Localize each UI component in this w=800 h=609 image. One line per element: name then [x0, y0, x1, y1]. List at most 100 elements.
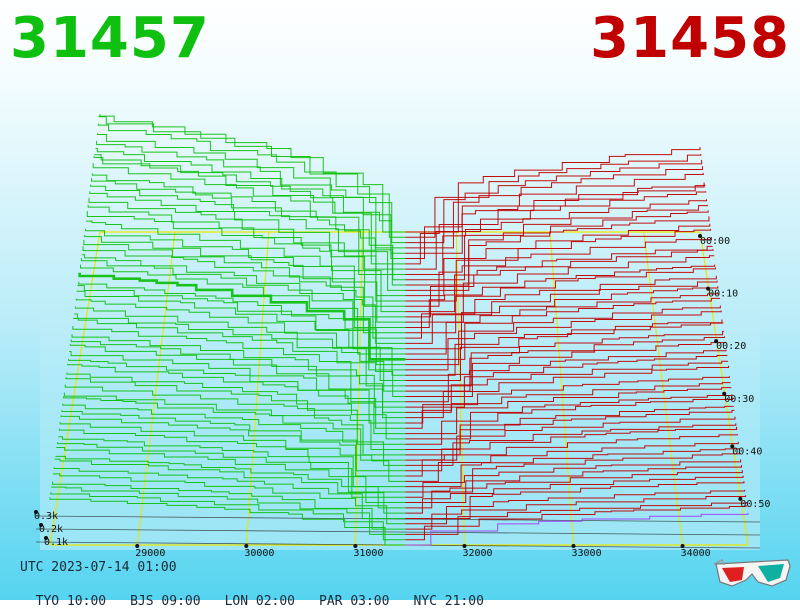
- price-tick-mark: [244, 544, 249, 548]
- ask-depth-line: [405, 360, 729, 413]
- ask-depth-line: [405, 249, 714, 318]
- bid-depth-line: [74, 313, 406, 392]
- time-tick-mark: [698, 234, 702, 238]
- ask-depth-line: [405, 159, 703, 244]
- price-tick-label: 34000: [681, 548, 711, 559]
- bid-depth-line: [76, 290, 406, 376]
- bid-depth-line: [93, 156, 406, 270]
- ask-depth-line: [405, 405, 734, 451]
- bid-depth-line: [80, 258, 406, 350]
- bid-depth-line: [56, 446, 406, 504]
- ask-depth-line: [405, 166, 703, 249]
- ask-depth-line: [405, 255, 715, 323]
- ask-depth-line: [405, 310, 722, 371]
- time-tick-mark: [730, 444, 735, 449]
- bid-depth-line: [96, 140, 406, 254]
- ask-depth-line: [405, 481, 745, 519]
- ask-depth-line: [405, 452, 741, 493]
- ask-depth-line: [405, 322, 724, 382]
- ask-depth-line: [405, 423, 737, 466]
- bid-depth-line: [52, 473, 406, 525]
- bid-depth-line: [86, 211, 406, 313]
- bid-depth-line: [71, 334, 406, 408]
- bid-depth-line: [49, 497, 406, 546]
- volume-tick-mark: [39, 523, 43, 527]
- time-tick-label: 00:20: [716, 341, 746, 352]
- time-tick-mark: [714, 339, 719, 344]
- fog-band: [40, 300, 760, 550]
- bid-depth-line: [97, 123, 406, 244]
- timezone-bjs: BJS 09:00: [130, 594, 201, 609]
- price-tick-label: 33000: [572, 548, 602, 559]
- time-tick-mark: [706, 286, 711, 291]
- ask-depth-line: [405, 191, 707, 270]
- ask-depth-line: [405, 448, 740, 488]
- price-tick-mark: [571, 544, 576, 548]
- ask-depth-line: [405, 319, 723, 376]
- ask-depth-line: [405, 409, 735, 456]
- ask-depth-line: [405, 416, 736, 461]
- bid-depth-line: [61, 410, 406, 472]
- ask-depth-line: [405, 210, 709, 286]
- utc-timestamp: UTC 2023-07-14 01:00: [20, 560, 177, 575]
- time-tick-label: 00:40: [732, 446, 762, 457]
- bid-depth-line: [87, 204, 406, 307]
- bid-depth-line: [59, 422, 406, 482]
- bid-depth-line: [54, 458, 406, 514]
- price-tick-mark: [462, 544, 467, 548]
- bid-depth-line: [95, 147, 406, 260]
- bid-depth-line: [78, 272, 406, 361]
- timezone-row: TYO 10:00 BJS 09:00 LON 02:00 PAR 03:00 NYC …: [20, 579, 508, 609]
- depth-lines-layer: [49, 114, 749, 546]
- bid-depth-line: [51, 486, 406, 535]
- ask-depth-line: [405, 434, 738, 477]
- bid-depth-line: [57, 442, 406, 498]
- bid-depth-line: [66, 372, 406, 440]
- volume-gridline: [35, 515, 761, 523]
- timezone-par: PAR 03:00: [319, 594, 390, 609]
- bid-depth-line: [65, 376, 406, 445]
- price-tick-mark: [680, 544, 685, 548]
- bid-depth-line: [52, 481, 406, 530]
- ask-depth-line: [405, 441, 739, 482]
- price-tick-mark: [135, 544, 140, 548]
- time-tick-label: 00:10: [708, 289, 738, 300]
- ask-depth-line: [405, 267, 716, 334]
- ask-depth-line: [405, 297, 721, 360]
- bid-depth-line: [85, 228, 406, 323]
- axis-label-layer: 29000 30000 31000 32000 33000 34000 0.1k 0.2k 0.…: [34, 234, 770, 559]
- 3d-glasses-icon[interactable]: [712, 556, 792, 590]
- ask-depth-line: [405, 394, 733, 440]
- bid-depth-line: [70, 339, 406, 413]
- ask-depth-line: [405, 470, 743, 509]
- ask-depth-line: [405, 264, 716, 328]
- ask-depth-line: [405, 223, 711, 297]
- ask-depth-line: [405, 376, 730, 424]
- price-gridline: [455, 231, 465, 546]
- bid-depth-line: [75, 298, 406, 382]
- ask-depth-line: [405, 182, 705, 260]
- ask-depth-line: [405, 172, 704, 254]
- ask-depth-line: [405, 365, 729, 419]
- bid-depth-line: [55, 455, 406, 509]
- bid-depth-line: [62, 403, 406, 466]
- ask-depth-line: [405, 464, 742, 504]
- timezone-lon: LON 02:00: [224, 594, 296, 609]
- volume-tick-mark: [34, 510, 38, 514]
- ask-depth-line: [405, 502, 747, 535]
- bid-depth-line: [85, 220, 406, 318]
- ask-depth-line: [405, 459, 742, 498]
- ask-depth-line: [405, 228, 712, 302]
- ask-depth-line: [405, 341, 726, 397]
- price-gridline: [245, 231, 270, 546]
- price-tick-label: 31000: [353, 548, 383, 559]
- time-tick-label: 00:50: [740, 499, 770, 510]
- price-gridline: [549, 231, 575, 546]
- ask-depth-line: [405, 153, 702, 238]
- ask-depth-line: [405, 199, 708, 275]
- time-tick-label: 00:00: [700, 236, 730, 247]
- ask-depth-line: [405, 204, 708, 281]
- bid-depth-line: [67, 363, 406, 435]
- bid-depth-line: [77, 285, 406, 371]
